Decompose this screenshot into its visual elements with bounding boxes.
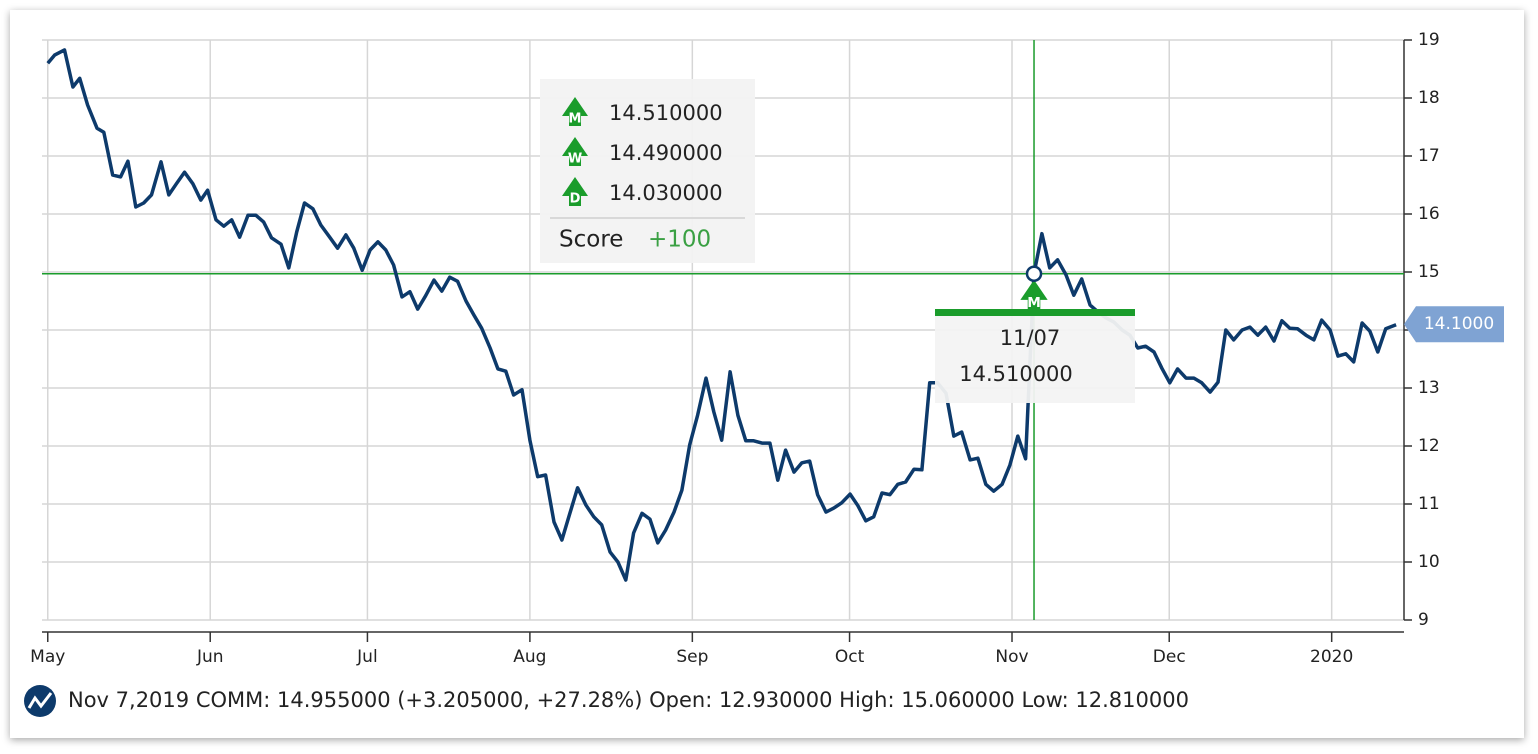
card bbox=[10, 10, 1524, 738]
signal-letter: W bbox=[568, 152, 582, 167]
x-tick-label: Aug bbox=[513, 647, 546, 667]
signal-arrow bbox=[562, 97, 588, 126]
y-tick-label: 18 bbox=[1418, 88, 1440, 108]
signal-icon: W bbox=[562, 137, 588, 167]
signal-value: 14.030000 bbox=[609, 181, 723, 205]
status-icon-line bbox=[27, 692, 53, 709]
x-tick-label: Nov bbox=[995, 647, 1028, 667]
x-tick-label: Dec bbox=[1153, 647, 1186, 667]
signal-value: 14.510000 bbox=[609, 101, 723, 125]
y-tick-label: 11 bbox=[1418, 494, 1440, 514]
signal-icon: M bbox=[562, 97, 588, 127]
y-tick-label: 13 bbox=[1418, 378, 1440, 398]
x-tick-label: Sep bbox=[676, 647, 708, 667]
signal-arrow bbox=[562, 137, 588, 166]
signal-arrow bbox=[1020, 279, 1048, 311]
score-value: +100 bbox=[648, 227, 711, 253]
y-tick-label: 10 bbox=[1418, 552, 1440, 572]
tooltip-bar bbox=[935, 309, 1135, 316]
signal-letter: M bbox=[569, 112, 582, 127]
status-text: Nov 7,2019 COMM: 14.955000 (+3.205000, +… bbox=[68, 688, 1189, 712]
signal-icon: D bbox=[562, 177, 588, 207]
last-value-label: 14.1000 bbox=[1424, 314, 1494, 334]
x-tick-label: Jun bbox=[196, 647, 224, 667]
y-tick-label: 12 bbox=[1418, 436, 1440, 456]
signal-letter: M bbox=[1027, 295, 1041, 311]
tooltip-value: 14.510000 bbox=[959, 362, 1073, 386]
x-tick-label: Oct bbox=[835, 647, 865, 667]
signal-icon: M bbox=[1020, 279, 1048, 311]
last-value-tag bbox=[1404, 306, 1504, 343]
signal-letter: D bbox=[570, 192, 581, 207]
tooltip-date: 11/07 bbox=[1000, 326, 1061, 350]
signal-arrow bbox=[562, 177, 588, 206]
crosshair-marker bbox=[1025, 265, 1043, 282]
status-icon bbox=[24, 685, 56, 717]
x-tick-label: 2020 bbox=[1310, 647, 1353, 667]
y-tick-label: 17 bbox=[1418, 146, 1440, 166]
y-tick-label: 15 bbox=[1418, 262, 1440, 282]
x-tick-label: Jul bbox=[356, 647, 378, 667]
y-tick-label: 19 bbox=[1418, 30, 1440, 50]
tooltip-box bbox=[935, 312, 1135, 403]
y-tick-label: 9 bbox=[1418, 610, 1429, 630]
x-tick-label: May bbox=[30, 647, 65, 667]
signal-value: 14.490000 bbox=[609, 141, 723, 165]
score-label: Score bbox=[559, 227, 623, 253]
y-tick-label: 16 bbox=[1418, 204, 1440, 224]
price-line bbox=[46, 48, 1397, 582]
